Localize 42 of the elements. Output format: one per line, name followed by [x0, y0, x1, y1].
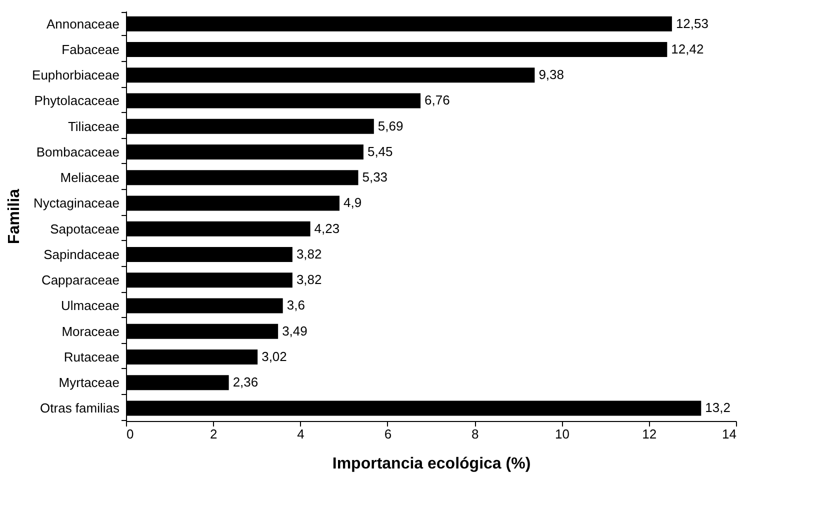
- data-label: 3,49: [282, 323, 308, 338]
- data-label: 13,2: [705, 400, 730, 416]
- x-tick-label: 14: [722, 426, 736, 442]
- y-tick-label: Fabaceae: [62, 42, 120, 57]
- x-tick-label: 8: [471, 426, 479, 442]
- data-label: 12,53: [676, 16, 708, 31]
- y-tick-label: Nyctaginaceae: [34, 196, 120, 211]
- data-label: 2,36: [232, 374, 258, 390]
- data-label: 4,23: [314, 220, 340, 236]
- data-label: 6,76: [424, 92, 450, 108]
- y-tick-label: Tiliaceae: [68, 118, 120, 134]
- x-tick-label: 10: [554, 426, 570, 442]
- data-label: 3,02: [262, 348, 287, 364]
- y-tick-label: Otras familias: [40, 400, 120, 416]
- y-tick-label: Euphorbiaceae: [32, 68, 120, 83]
- data-label: 5,69: [378, 118, 404, 134]
- x-tick-label: 12: [642, 426, 657, 442]
- y-tick-label: Phytolacaceae: [34, 93, 120, 108]
- data-label: 5,45: [367, 144, 393, 159]
- y-tick-label: Rutaceae: [64, 349, 120, 364]
- x-axis-title: Importancia ecológica (%): [332, 456, 531, 472]
- x-tick-label: 2: [210, 426, 218, 442]
- y-tick-label: Capparaceae: [41, 272, 120, 288]
- data-label: 3,6: [286, 298, 305, 313]
- y-tick-label: Ulmaceae: [60, 298, 120, 314]
- x-tick-label: 0: [126, 426, 134, 442]
- x-tick-label: 6: [384, 426, 392, 442]
- data-label: 5,33: [362, 170, 388, 185]
- y-tick-label: Sapindaceae: [44, 246, 120, 262]
- data-label: 9,38: [538, 67, 564, 82]
- y-tick-label: Myrtaceae: [58, 375, 120, 390]
- data-label: 3,82: [296, 272, 322, 288]
- data-label: 4,9: [344, 195, 362, 210]
- x-tick-label: 4: [297, 426, 304, 442]
- y-tick-label: Sapotaceae: [50, 221, 120, 236]
- data-label: 12,42: [671, 41, 704, 56]
- y-tick-label: Annonaceae: [46, 16, 120, 32]
- y-tick-label: Moraceae: [62, 324, 120, 339]
- y-axis-title: Familia: [6, 188, 24, 244]
- y-tick-label: Meliaceae: [60, 170, 120, 186]
- y-tick-label: Bombacaceae: [36, 144, 120, 160]
- data-label: 3,82: [296, 246, 322, 262]
